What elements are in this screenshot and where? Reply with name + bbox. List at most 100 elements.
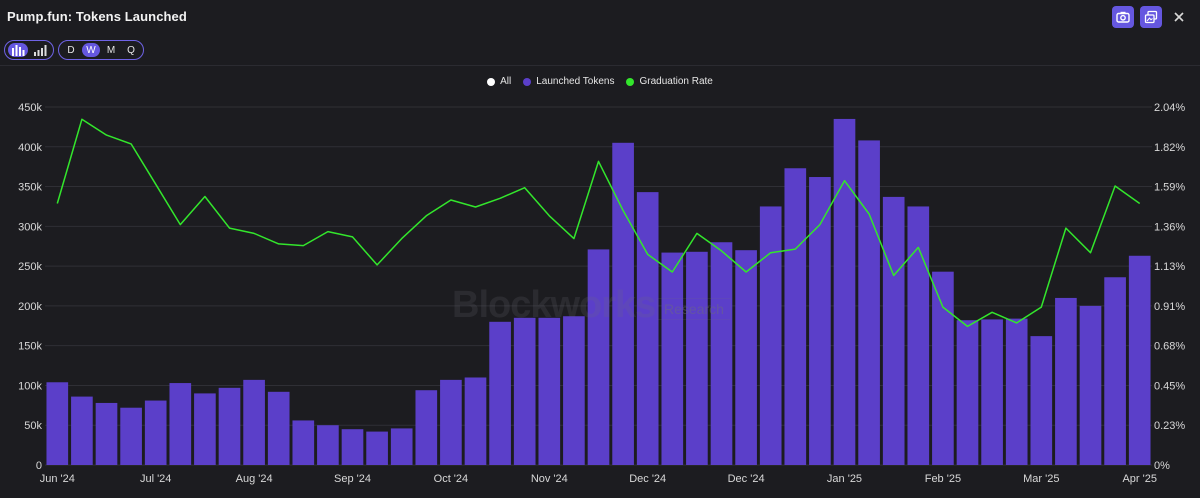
y-left-tick-label: 0 bbox=[36, 460, 42, 472]
header-divider bbox=[0, 65, 1200, 66]
chart-header: Pump.fun: Tokens Launched bbox=[0, 0, 1200, 34]
close-icon[interactable] bbox=[1168, 6, 1190, 28]
y-left-tick-label: 450k bbox=[18, 102, 42, 114]
bar bbox=[317, 425, 339, 465]
bar bbox=[686, 251, 708, 465]
bar bbox=[120, 407, 142, 465]
y-right-tick-label: 0.23% bbox=[1154, 420, 1185, 432]
bar bbox=[563, 316, 585, 465]
bar bbox=[1079, 305, 1102, 465]
y-left-tick-label: 400k bbox=[18, 142, 42, 154]
bar bbox=[932, 271, 954, 465]
bar bbox=[415, 390, 438, 465]
bar-chart-icon[interactable] bbox=[8, 43, 28, 57]
bar bbox=[1128, 255, 1151, 465]
bar bbox=[538, 317, 561, 465]
x-tick-label: Oct '24 bbox=[434, 473, 469, 485]
y-left-tick-label: 100k bbox=[18, 380, 42, 392]
bar bbox=[341, 429, 364, 465]
bar bbox=[587, 249, 610, 465]
x-tick-label: Jul '24 bbox=[140, 473, 171, 485]
bar bbox=[907, 206, 930, 465]
chart-legend: All Launched Tokens Graduation Rate bbox=[0, 76, 1200, 87]
y-right-tick-label: 1.36% bbox=[1154, 221, 1185, 233]
x-tick-label: Jun '24 bbox=[40, 473, 75, 485]
legend-label-all: All bbox=[500, 76, 512, 87]
y-left-tick-label: 250k bbox=[18, 261, 42, 273]
bar bbox=[809, 177, 831, 465]
x-tick-label: Jan '25 bbox=[827, 473, 862, 485]
y-right-tick-label: 0.91% bbox=[1154, 301, 1185, 313]
bar bbox=[267, 391, 290, 465]
y-right-tick-label: 1.13% bbox=[1154, 261, 1185, 273]
bar bbox=[661, 252, 684, 465]
chart-controls: D W M Q bbox=[4, 40, 144, 60]
bar bbox=[981, 319, 1003, 465]
copy-image-icon[interactable] bbox=[1140, 6, 1162, 28]
y-left-tick-label: 300k bbox=[18, 221, 42, 233]
y-right-tick-label: 0.45% bbox=[1154, 380, 1185, 392]
timeframe-toggle: D W M Q bbox=[58, 40, 144, 60]
bar bbox=[612, 142, 634, 466]
y-left-tick-label: 50k bbox=[24, 420, 42, 432]
bar bbox=[194, 393, 216, 465]
chart-type-toggle bbox=[4, 40, 54, 60]
bar bbox=[144, 400, 167, 465]
chart-actions bbox=[1112, 6, 1190, 28]
bar bbox=[366, 431, 388, 465]
bar bbox=[292, 420, 315, 465]
series-line-graduation-rate bbox=[56, 118, 1141, 328]
legend-dot-graduation-rate bbox=[626, 77, 635, 86]
bar bbox=[735, 250, 757, 465]
y-left-tick-label: 200k bbox=[18, 301, 42, 313]
watermark-sub: Research bbox=[657, 298, 731, 320]
bar bbox=[833, 118, 856, 465]
x-tick-label: Dec '24 bbox=[728, 473, 765, 485]
camera-icon[interactable] bbox=[1112, 6, 1134, 28]
legend-label-graduation-rate: Graduation Rate bbox=[639, 76, 713, 87]
bar bbox=[956, 320, 979, 465]
bar bbox=[1055, 297, 1077, 465]
y-right-tick-label: 1.82% bbox=[1154, 142, 1185, 154]
bar bbox=[243, 379, 265, 465]
bar bbox=[882, 196, 905, 466]
timeframe-week[interactable]: W bbox=[82, 43, 100, 57]
x-tick-label: Dec '24 bbox=[629, 473, 666, 485]
x-tick-label: Nov '24 bbox=[531, 473, 568, 485]
timeframe-month[interactable]: M bbox=[106, 44, 116, 56]
watermark-brand: Blockworks bbox=[452, 284, 656, 326]
bar bbox=[489, 321, 511, 465]
bar bbox=[390, 428, 413, 465]
bar bbox=[759, 206, 782, 465]
x-tick-label: Feb '25 bbox=[925, 473, 961, 485]
timeframe-quarter[interactable]: Q bbox=[127, 44, 135, 56]
legend-label-launched-tokens: Launched Tokens bbox=[536, 76, 615, 87]
legend-dot-all bbox=[487, 77, 496, 86]
bar bbox=[1005, 318, 1028, 465]
legend-item-launched-tokens[interactable]: Launched Tokens bbox=[523, 76, 614, 87]
bar bbox=[513, 317, 536, 465]
bar bbox=[218, 387, 241, 465]
bar bbox=[1030, 336, 1053, 465]
chart-title: Pump.fun: Tokens Launched bbox=[7, 9, 187, 24]
bar bbox=[858, 140, 880, 465]
bar bbox=[1104, 277, 1126, 465]
x-tick-label: Aug '24 bbox=[236, 473, 273, 485]
legend-item-all[interactable]: All bbox=[487, 76, 511, 87]
y-right-tick-label: 0.68% bbox=[1154, 341, 1185, 353]
legend-item-graduation-rate[interactable]: Graduation Rate bbox=[626, 76, 713, 87]
y-right-tick-label: 1.59% bbox=[1154, 182, 1185, 194]
bar bbox=[440, 379, 462, 465]
bar bbox=[71, 396, 93, 465]
stacked-bar-icon[interactable] bbox=[30, 43, 50, 57]
bar bbox=[710, 242, 733, 465]
bar bbox=[464, 377, 487, 465]
y-left-tick-label: 350k bbox=[18, 182, 42, 194]
bar bbox=[636, 192, 659, 465]
legend-dot-launched-tokens bbox=[523, 77, 532, 86]
bar bbox=[784, 168, 807, 465]
timeframe-day[interactable]: D bbox=[67, 44, 75, 56]
x-tick-label: Mar '25 bbox=[1023, 473, 1059, 485]
y-right-tick-label: 2.04% bbox=[1154, 102, 1185, 114]
bar bbox=[95, 402, 118, 465]
